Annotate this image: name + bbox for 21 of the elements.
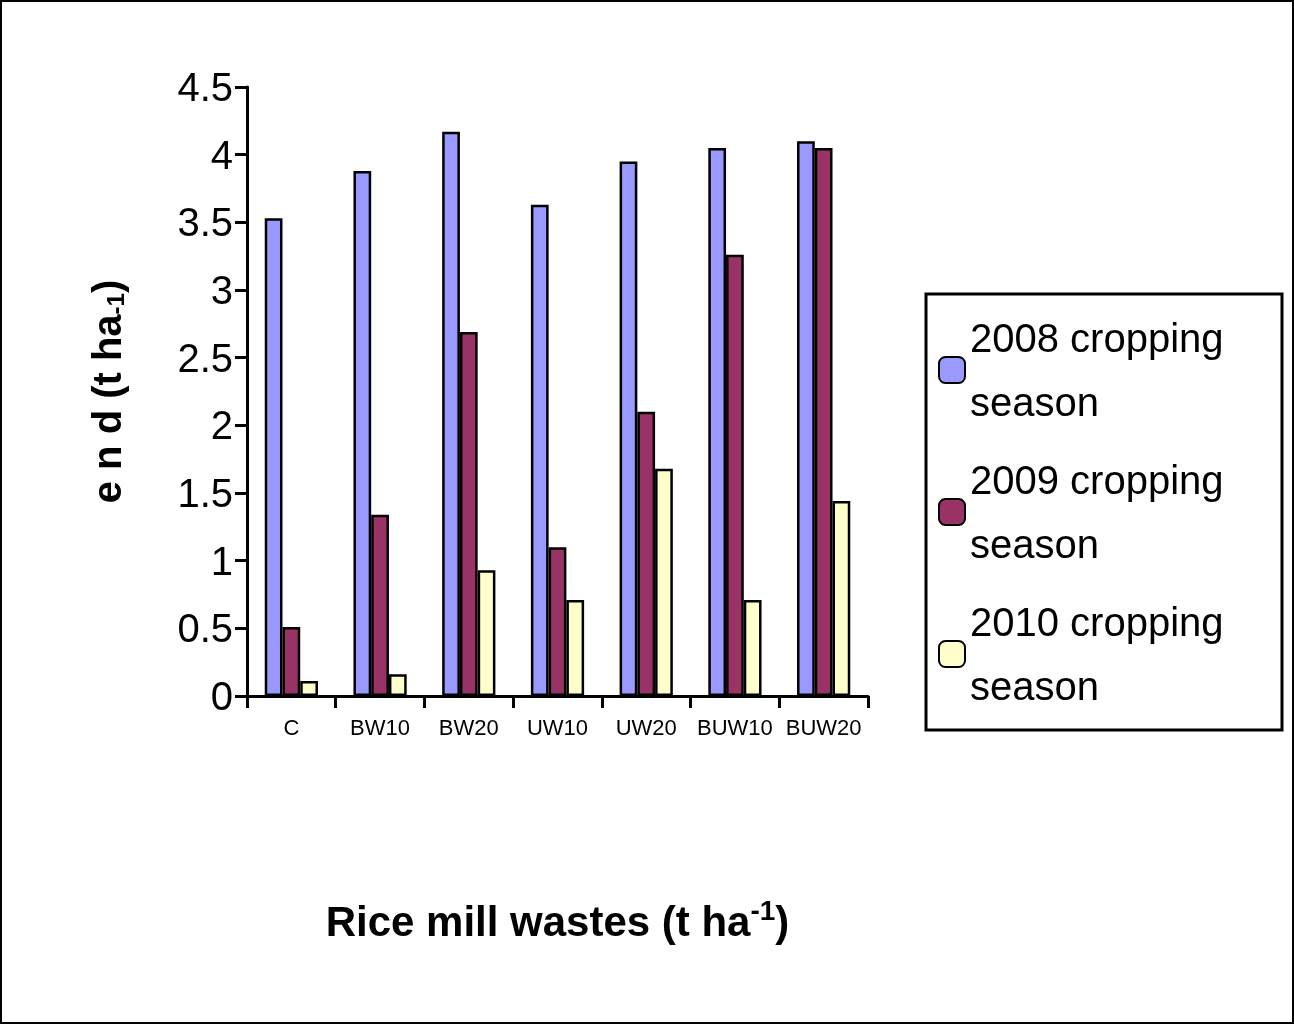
x-tick-label: BW10 xyxy=(350,714,411,740)
y-tick-label: 2 xyxy=(210,403,233,448)
x-tick-label: C xyxy=(283,714,300,740)
y-axis-title: e n d (t ha-1) xyxy=(85,279,129,504)
y-tick-label: 0.5 xyxy=(177,606,233,651)
legend-label: 2008 cropping season xyxy=(970,316,1235,424)
y-tick-label: 4 xyxy=(210,132,233,177)
x-tick-label: BW20 xyxy=(438,714,499,740)
y-tick-label: 1.5 xyxy=(177,471,233,515)
legend-label: 2010 cropping season xyxy=(970,600,1235,708)
y-tick-label: 1 xyxy=(210,538,233,583)
x-tick-label: BUW20 xyxy=(785,714,862,740)
y-tick-label: 3 xyxy=(210,268,233,312)
y-tick-label: 3.5 xyxy=(177,200,233,245)
x-tick-label: UW10 xyxy=(526,714,589,740)
y-tick-label: 4.5 xyxy=(177,65,233,109)
x-tick-label: BUW10 xyxy=(697,714,773,740)
legend-label: 2009 cropping season xyxy=(970,458,1235,566)
y-tick-label: 0 xyxy=(210,674,233,718)
x-tick-label: UW20 xyxy=(615,714,677,740)
y-tick-label: 2.5 xyxy=(177,335,233,380)
